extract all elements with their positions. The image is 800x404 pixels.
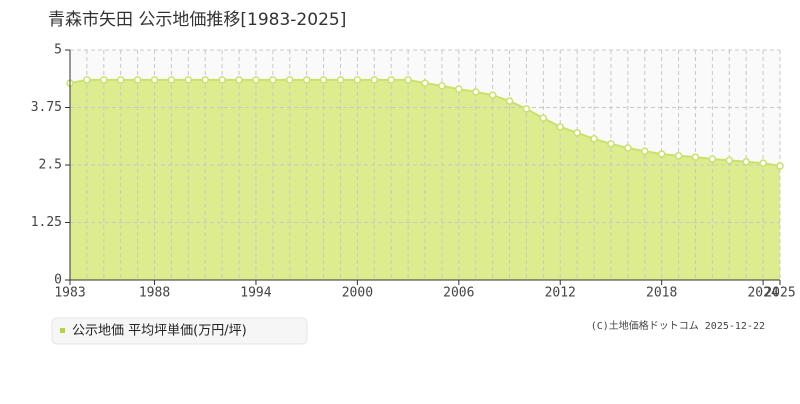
point [455, 85, 463, 93]
point [573, 129, 581, 137]
point [184, 76, 193, 84]
x-tick-label: 2006 [443, 286, 474, 301]
point [624, 144, 632, 152]
point [150, 76, 159, 84]
x-tick-label: 1988 [139, 286, 170, 301]
point [505, 97, 514, 105]
point [286, 76, 294, 84]
x-tick-label: 1983 [54, 286, 85, 301]
point [674, 152, 683, 160]
point [641, 147, 649, 155]
source: (C)土地価格ドットコム 2025-12-22 [591, 319, 765, 332]
point [471, 88, 480, 96]
point [776, 162, 784, 170]
point [691, 153, 700, 161]
chart-title: 青森市矢田 公示地価推移[1983-2025] [48, 10, 346, 30]
point [201, 76, 209, 84]
point [421, 79, 429, 87]
point [725, 156, 734, 165]
point [302, 76, 311, 84]
point [590, 135, 598, 143]
y-tick-label: 1.25 [31, 215, 62, 230]
point [657, 150, 666, 158]
point [742, 158, 750, 166]
point [370, 76, 379, 84]
y-tick-label: 2.5 [39, 158, 62, 173]
point [100, 76, 108, 84]
point [387, 76, 395, 84]
x-tick-label: 2018 [646, 286, 677, 301]
x-tick-label: 2000 [342, 286, 373, 301]
point [708, 155, 717, 163]
y-tick-label: 5 [54, 43, 62, 58]
point [607, 140, 615, 148]
point [488, 91, 497, 99]
point [269, 76, 277, 84]
point [235, 76, 243, 84]
point [539, 114, 548, 122]
point [319, 76, 328, 84]
point [438, 82, 446, 90]
point [556, 123, 564, 131]
point [252, 76, 260, 84]
point [522, 105, 531, 113]
point [133, 76, 142, 84]
point [404, 76, 412, 84]
x-tick-label: 2024 [747, 286, 778, 301]
point [336, 76, 345, 84]
point [83, 76, 91, 84]
point [167, 76, 176, 84]
legend-box [51, 317, 308, 345]
x-tick-label: 2012 [545, 286, 576, 301]
point [353, 76, 362, 84]
legend-swatch [60, 328, 65, 333]
point [218, 76, 226, 84]
point [116, 76, 125, 84]
y-tick-label: 3.75 [31, 100, 62, 115]
legend-label: 公示地価 平均坪単価(万円/坪) [72, 323, 247, 339]
x-tick-label: 2025 [764, 286, 795, 301]
x-tick-label: 1994 [240, 286, 271, 301]
point [759, 159, 767, 167]
y-tick-label: 0 [54, 273, 62, 288]
